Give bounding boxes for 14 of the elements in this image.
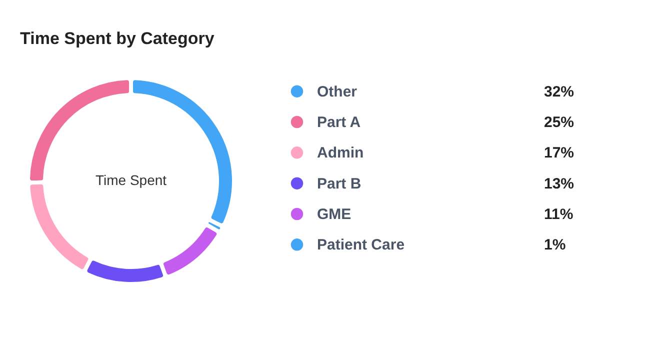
data-label: 13% xyxy=(544,175,574,192)
legend-label: Admin xyxy=(317,144,364,162)
data-label: 1% xyxy=(544,236,566,254)
data-label: 25% xyxy=(544,114,574,131)
data-label: 32% xyxy=(544,83,574,100)
legend-label: GME xyxy=(317,206,352,223)
legend-label: Other xyxy=(317,83,358,100)
legend-label: Part A xyxy=(317,114,361,131)
data-label: 11% xyxy=(544,206,574,223)
data-label: 17% xyxy=(544,144,574,162)
text: Time Spent xyxy=(95,172,167,188)
chart-title: Time Spent by Category xyxy=(20,29,215,48)
legend-label: Part B xyxy=(317,175,362,192)
legend-label: Patient Care xyxy=(317,236,405,254)
